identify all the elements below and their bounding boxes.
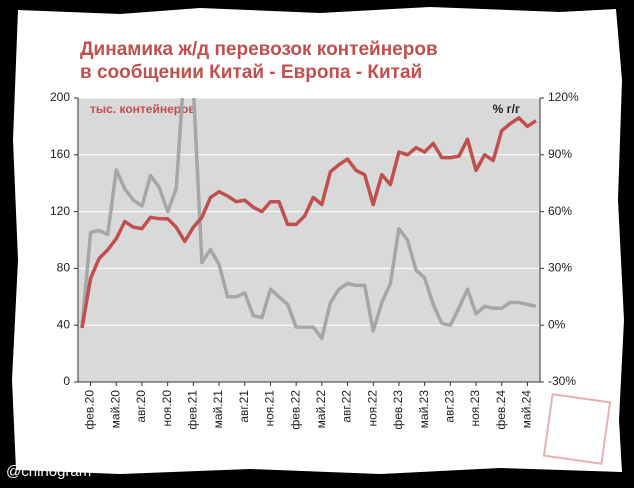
y-tick-label: 160 <box>50 147 70 161</box>
x-tick-label: ноя.22 <box>365 390 379 427</box>
y-tick-label: 0 <box>63 374 70 388</box>
x-tick-label: фев.24 <box>494 390 508 430</box>
x-tick-label: май.21 <box>211 390 225 429</box>
y2-tick-label: 0% <box>548 317 566 331</box>
x-tick-label: ноя.20 <box>160 390 174 427</box>
x-tick-label: ноя.21 <box>263 390 277 427</box>
series-line <box>80 98 537 341</box>
y-tick-label: 120 <box>50 204 70 218</box>
x-tick-label: авг.22 <box>340 390 354 423</box>
y2-tick-label: 60% <box>548 204 572 218</box>
x-tick-label: май.22 <box>314 390 328 429</box>
y-tick-label: 40 <box>57 317 71 331</box>
x-tick-label: фев.23 <box>391 390 405 430</box>
series-line <box>80 116 537 329</box>
x-tick-label: фев.20 <box>83 390 97 430</box>
plot-area <box>78 98 540 382</box>
x-tick-label: май.23 <box>417 390 431 429</box>
y-tick-label: 200 <box>50 90 70 104</box>
x-tick-label: май.20 <box>108 390 122 429</box>
watermark: @chinogram <box>6 463 91 480</box>
x-tick-label: фев.22 <box>288 390 302 430</box>
x-tick-label: фев.21 <box>186 390 200 430</box>
x-tick-label: авг.21 <box>237 390 251 423</box>
y2-tick-label: 90% <box>548 147 572 161</box>
chart-title: в сообщении Китай - Европа - Китай <box>80 62 422 83</box>
y2-tick-label: 120% <box>548 90 579 104</box>
legend-label: тыс. контейнеров <box>90 102 196 116</box>
x-tick-label: май.24 <box>520 390 534 429</box>
chart-title: Динамика ж/д перевозок контейнеров <box>80 39 438 60</box>
x-tick-label: ноя.23 <box>468 390 482 427</box>
plot-lines <box>80 98 537 341</box>
legend-label: % г/г <box>493 102 520 116</box>
x-tick-label: авг.20 <box>134 390 148 423</box>
x-tick-label: авг.23 <box>443 390 457 423</box>
stamp <box>542 393 612 465</box>
y-tick-label: 80 <box>57 261 71 275</box>
y2-tick-label: -30% <box>548 374 576 388</box>
y2-tick-label: 30% <box>548 261 572 275</box>
